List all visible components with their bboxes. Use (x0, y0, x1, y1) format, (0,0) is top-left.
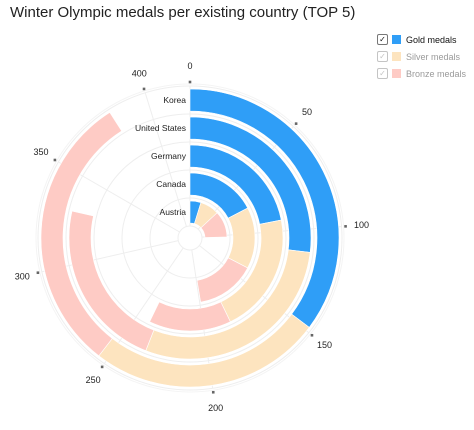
axis-tick-mark (211, 390, 215, 394)
legend-item-silver-medals[interactable]: ✓ Silver medals (377, 48, 466, 65)
outer-axis-line (35, 83, 345, 393)
axis-layer: Korea United States Germany Canada Austria 0 5… (15, 61, 369, 413)
legend-label: Silver medals (406, 51, 461, 62)
bar-bronze-medals[interactable] (40, 112, 123, 357)
axis-tick-label: 150 (317, 340, 332, 350)
legend-item-gold-medals[interactable]: ✓ Gold medals (377, 31, 466, 48)
axis-tick-label: 300 (15, 271, 30, 281)
checkbox-icon[interactable]: ✓ (377, 34, 388, 45)
axis-tick-mark (142, 87, 146, 91)
axis-tick-mark (294, 122, 298, 125)
axis-tick-label: 250 (86, 375, 101, 385)
category-label: Canada (156, 179, 186, 189)
axis-tick-label: 50 (302, 107, 312, 117)
axis-tick-mark (344, 225, 347, 228)
grid-circle (177, 225, 203, 251)
checkbox-icon[interactable]: ✓ (377, 51, 388, 62)
axis-tick-label: 400 (132, 69, 147, 79)
axis-tick-mark (36, 271, 40, 275)
bar-layer (40, 88, 340, 388)
category-label: Austria (160, 207, 187, 217)
legend-item-bronze-medals[interactable]: ✓ Bronze medals (377, 65, 466, 82)
axis-tick-label: 100 (354, 220, 369, 230)
axis-tick-label: 200 (208, 403, 223, 413)
axis-tick-label: 350 (34, 147, 49, 157)
legend-label: Gold medals (406, 34, 457, 45)
axis-tick-label: 0 (187, 61, 192, 71)
bar-silver-medals[interactable] (227, 207, 256, 269)
axis-tick-mark (310, 333, 314, 337)
category-label: United States (135, 123, 186, 133)
bar-bronze-medals[interactable] (149, 301, 231, 332)
checkbox-icon[interactable]: ✓ (377, 68, 388, 79)
bar-bronze-medals[interactable] (200, 212, 228, 238)
grid-spoke (144, 92, 187, 227)
chart-title: Winter Olympic medals per existing count… (10, 4, 356, 21)
legend-label: Bronze medals (406, 68, 467, 79)
legend-swatch (392, 35, 401, 44)
legend-swatch (392, 52, 401, 61)
category-label: Germany (151, 151, 187, 161)
bar-bronze-medals[interactable] (196, 257, 249, 303)
category-label: Korea (163, 95, 186, 105)
axis-tick-mark (100, 365, 104, 369)
legend: ✓ Gold medals ✓ Silver medals ✓ Bronze medals (377, 31, 466, 82)
axis-tick-mark (188, 80, 192, 84)
axis-tick-mark (53, 158, 57, 162)
bar-bronze-medals[interactable] (68, 210, 155, 352)
legend-swatch (392, 69, 401, 78)
